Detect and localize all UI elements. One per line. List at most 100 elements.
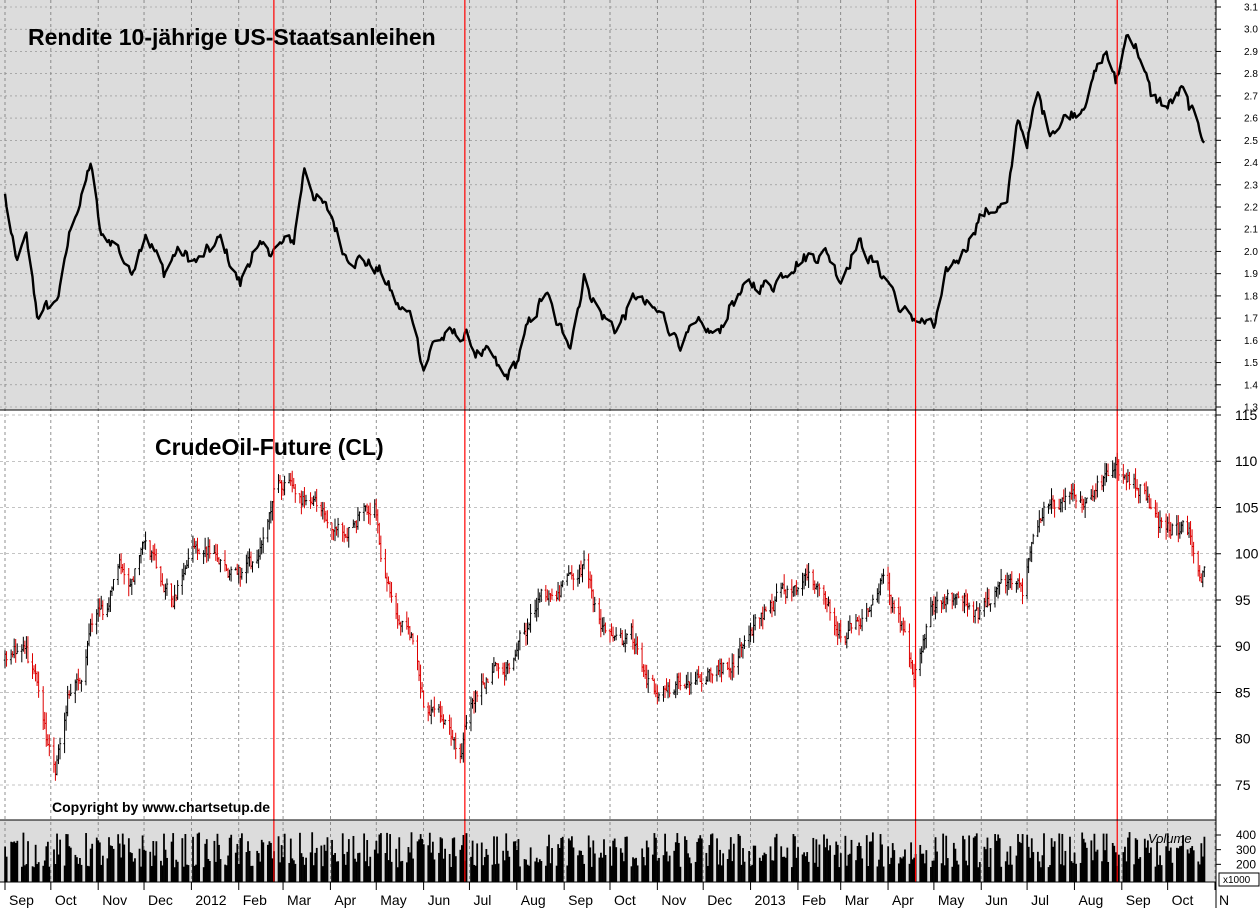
volume-bar — [65, 834, 68, 882]
volume-bar — [241, 833, 243, 882]
volume-bar — [1038, 861, 1041, 882]
y-tick-label: 1.7 — [1244, 314, 1258, 325]
ohlc-bar — [892, 600, 896, 614]
volume-bar — [88, 866, 91, 882]
volume-bar — [224, 864, 226, 882]
volume-bar — [538, 859, 541, 882]
volume-bar — [1072, 862, 1074, 882]
volume-bar — [919, 844, 922, 882]
y-tick-label: 80 — [1235, 731, 1251, 747]
ohlc-bar — [122, 562, 126, 585]
volume-bar — [897, 863, 900, 882]
volume-bar — [545, 865, 547, 882]
ohlc-bar — [689, 672, 693, 695]
ohlc-bar — [358, 511, 361, 522]
volume-bar — [1009, 846, 1012, 882]
volume-bar — [592, 840, 595, 882]
volume-bar — [118, 843, 121, 882]
volume-bar — [589, 847, 592, 882]
volume-bar — [471, 840, 474, 882]
volume-bar — [76, 857, 78, 882]
volume-bar — [16, 840, 19, 882]
ohlc-bar — [786, 585, 789, 599]
volume-bar — [696, 841, 699, 882]
volume-bar — [801, 854, 804, 882]
volume-bar — [5, 856, 8, 882]
ohlc-bar — [1128, 471, 1131, 490]
volume-bar — [603, 839, 605, 882]
ohlc-bar — [208, 539, 211, 559]
volume-bar — [849, 853, 851, 882]
ohlc-bar — [989, 603, 992, 612]
volume-bar — [641, 848, 644, 882]
volume-bar — [807, 861, 810, 882]
volume-bar — [1160, 865, 1163, 882]
volume-bar — [893, 850, 896, 882]
ohlc-bar — [871, 594, 874, 606]
ohlc-bar — [240, 567, 244, 580]
volume-bar — [850, 839, 853, 882]
volume-bar — [1062, 865, 1065, 882]
volume-bar — [1182, 835, 1184, 882]
ohlc-bar — [1031, 533, 1035, 545]
ohlc-bar — [454, 732, 457, 760]
volume-bar — [813, 862, 816, 882]
y-tick-label: 1.5 — [1244, 358, 1258, 369]
volume-bar — [412, 858, 414, 882]
volume-bar — [551, 848, 553, 882]
ohlc-bar — [411, 633, 415, 645]
volume-bar — [908, 863, 911, 882]
volume-bar — [569, 840, 572, 882]
volume-bar — [797, 847, 799, 882]
volume-bar — [407, 847, 410, 882]
volume-bar — [289, 838, 292, 882]
volume-bar — [933, 860, 935, 882]
volume-bar — [1179, 846, 1181, 882]
volume-bar — [280, 845, 283, 882]
volume-bar — [1081, 832, 1084, 882]
ohlc-bar — [165, 578, 169, 596]
volume-bar — [1082, 838, 1085, 882]
volume-bar — [1127, 837, 1129, 882]
ohlc-bar — [957, 591, 960, 599]
volume-bar — [986, 837, 989, 882]
ohlc-bar — [112, 578, 115, 591]
volume-bar — [818, 844, 821, 882]
ohlc-bar — [422, 690, 425, 708]
volume-bar — [24, 865, 26, 882]
volume-bar — [1040, 867, 1042, 882]
volume-bar — [98, 842, 101, 882]
ohlc-bar — [176, 580, 179, 601]
ohlc-bar — [700, 672, 703, 692]
volume-bar — [369, 856, 372, 882]
volume-bar — [674, 842, 677, 882]
volume-bar — [846, 865, 848, 882]
volume-bar — [410, 832, 413, 882]
y-tick-label: 95 — [1235, 592, 1251, 608]
ohlc-bar — [796, 586, 800, 596]
volume-bar — [1176, 847, 1178, 882]
volume-bar — [1198, 864, 1201, 882]
y-tick-label: 85 — [1235, 684, 1251, 700]
volume-bar — [732, 843, 735, 882]
volume-bar — [833, 854, 836, 882]
ohlc-bar — [37, 671, 40, 698]
volume-bar — [847, 854, 850, 882]
ohlc-bar — [839, 619, 842, 643]
volume-bar — [1007, 864, 1010, 882]
volume-bar — [476, 843, 479, 882]
volume-bar — [748, 851, 751, 882]
volume-bar — [33, 867, 36, 882]
ohlc-bar — [1053, 499, 1056, 518]
volume-bar — [21, 866, 23, 882]
y-tick-label: 2.9 — [1244, 47, 1258, 58]
ohlc-bar — [507, 662, 511, 674]
ohlc-bar — [1042, 501, 1046, 526]
ohlc-bar — [572, 573, 575, 591]
volume-bar — [726, 858, 729, 882]
ohlc-bar — [251, 561, 254, 573]
ohlc-bar — [390, 582, 393, 603]
ohlc-bar — [721, 662, 725, 675]
volume-bar — [1171, 862, 1174, 882]
